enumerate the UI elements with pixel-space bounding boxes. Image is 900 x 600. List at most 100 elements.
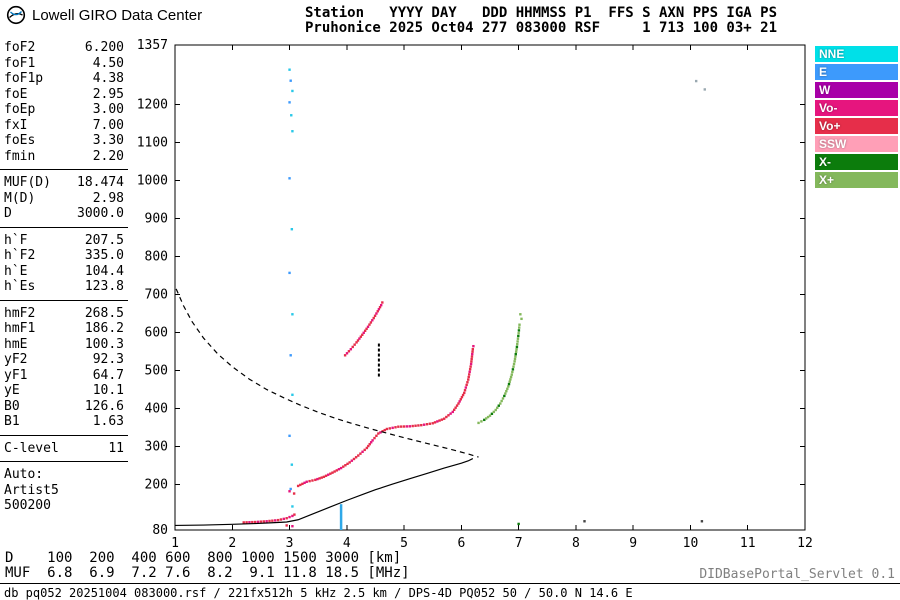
param-foes: foEs 3.30	[0, 133, 130, 149]
station-header-values: Pruhonice 2025 Oct04 277 083000 RSF 1 71…	[305, 20, 778, 36]
param-value: 92.3	[92, 352, 124, 367]
param-hmf1: hmF1 186.2	[0, 321, 130, 337]
param-label: B1	[4, 414, 20, 429]
status-bar: db pq052 20251004 083000.rsf / 221fx512h…	[0, 583, 900, 600]
param-m-d: M(D) 2.98	[0, 191, 130, 207]
param-auto: Auto:	[0, 467, 130, 483]
series-o-mode-f-trace	[296, 344, 475, 488]
param-artist5: Artist5	[0, 483, 130, 499]
param-label: B0	[4, 398, 20, 414]
param-label: hmE	[4, 336, 28, 352]
param-ye: yE 10.1	[0, 383, 130, 399]
param-label: C-level	[4, 440, 59, 456]
param-hmf2: hmF2 268.5	[0, 306, 130, 322]
y-tick-label: 1000	[137, 174, 168, 189]
param-yf2: yF2 92.3	[0, 352, 130, 368]
x-tick-label: 6	[457, 536, 465, 551]
param-500200: 500200	[0, 498, 130, 514]
param-label: foEp	[4, 102, 36, 117]
param-value: 2.98	[92, 190, 124, 206]
y-tick-label: 200	[145, 477, 168, 492]
y-tick-label: 300	[145, 439, 168, 454]
param-b0: B0 126.6	[0, 399, 130, 415]
param-label: fxI	[4, 117, 28, 133]
param-hme: hmE 100.3	[0, 337, 130, 353]
param-foe: foE 2.95	[0, 87, 130, 103]
param-value: 1.63	[92, 414, 124, 429]
param-value: 3.30	[92, 133, 124, 148]
param-value: 126.6	[84, 398, 124, 414]
param-value: 100.3	[84, 336, 124, 352]
station-header-columns: Station YYYY DAY DDD HHMMSS P1 FFS S AXN…	[305, 5, 778, 21]
y-tick-label: 900	[145, 212, 168, 227]
param-label: h`F	[4, 232, 28, 248]
param-label: fmin	[4, 148, 36, 164]
x-tick-label: 7	[515, 536, 523, 551]
legend-item-x: X+	[815, 172, 898, 188]
legend-item-vo: Vo+	[815, 118, 898, 134]
param-label: h`F2	[4, 248, 36, 263]
param-label: Auto:	[4, 467, 44, 482]
param-value: 64.7	[92, 367, 124, 383]
param-value: 7.00	[92, 117, 124, 133]
param-d: D 3000.0	[0, 206, 130, 222]
param-label: D	[4, 206, 12, 221]
param-value: 104.4	[84, 263, 124, 279]
param-label: foF2	[4, 40, 36, 55]
y-tick-label: 1200	[137, 98, 168, 113]
param-label: 500200	[4, 498, 51, 513]
y-tick-label: 80	[152, 523, 168, 538]
y-tick-label: 400	[145, 401, 168, 416]
separator	[0, 226, 128, 228]
series-true-height-profile	[174, 458, 474, 527]
x-tick-label: 4	[343, 536, 351, 551]
x-tick-label: 8	[572, 536, 580, 551]
param-value: 4.38	[92, 71, 124, 86]
series-o-mode-es-trace	[242, 513, 296, 524]
brand: Lowell GIRO Data Center	[6, 5, 202, 25]
x-tick-label: 9	[629, 536, 637, 551]
param-h-f: h`F 207.5	[0, 233, 130, 249]
legend-item-w: W	[815, 82, 898, 98]
y-tick-label: 500	[145, 363, 168, 378]
param-h-e: h`E 104.4	[0, 264, 130, 280]
param-fof1: foF1 4.50	[0, 56, 130, 72]
x-tick-label: 3	[286, 536, 294, 551]
separator	[0, 461, 128, 462]
param-value: 6.200	[84, 40, 124, 55]
series-o-mode-spread-echo	[343, 301, 384, 357]
d-muf-table: D 100 200 400 600 800 1000 1500 3000 [km…	[5, 551, 410, 581]
legend-item-nne: NNE	[815, 46, 898, 62]
param-value: 123.8	[84, 279, 124, 294]
parameter-panel: foF2 6.200 foF1 4.50 foF1p 4.38 foE 2.95 foEp 3.0…	[0, 40, 130, 514]
param-fof1p: foF1p 4.38	[0, 71, 130, 87]
y-tick-label: 600	[145, 326, 168, 341]
param-label: h`Es	[4, 279, 36, 294]
separator	[0, 299, 128, 301]
x-tick-label: 10	[683, 536, 699, 551]
separator	[0, 169, 128, 170]
param-label: yF1	[4, 367, 28, 383]
y-tick-label: 800	[145, 250, 168, 265]
param-value: 2.95	[92, 86, 124, 102]
param-value: 2.20	[92, 148, 124, 164]
giro-logo-icon	[6, 5, 26, 25]
param-label: foF1	[4, 55, 36, 71]
x-tick-label: 5	[400, 536, 408, 551]
y-tick-label: 1357	[137, 38, 168, 53]
plot-frame	[174, 44, 806, 531]
param-fmin: fmin 2.20	[0, 149, 130, 165]
x-tick-label: 1	[171, 536, 179, 551]
x-tick-label: 12	[797, 536, 813, 551]
param-value: 335.0	[84, 248, 124, 263]
series-muf-transmission-curve	[175, 288, 479, 458]
param-label: hmF1	[4, 321, 36, 336]
y-axis: 80 200 300 400 500 600 700 800 900 1000 1100 1200 13…	[137, 38, 805, 538]
param-h-es: h`Es 123.8	[0, 279, 130, 295]
param-value: 3000.0	[77, 206, 124, 221]
param-h-f2: h`F2 335.0	[0, 248, 130, 264]
legend-item-vo: Vo-	[815, 100, 898, 116]
param-value: 11	[108, 440, 124, 456]
param-label: hmF2	[4, 305, 36, 321]
